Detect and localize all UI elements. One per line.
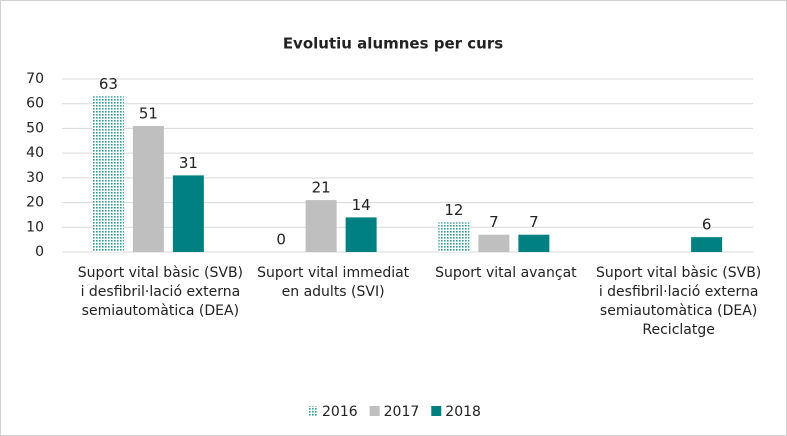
y-tick-label: 40 (26, 145, 44, 161)
bar (345, 217, 377, 252)
legend-swatch (431, 406, 442, 416)
bar (92, 96, 124, 252)
bar (172, 175, 204, 252)
bar (518, 234, 550, 252)
data-label: 51 (139, 104, 158, 122)
legend-label: 2018 (445, 404, 481, 420)
x-tick-label: Suport vital bàsic (SVB) i desfibril·lac… (77, 265, 244, 319)
data-label: 0 (276, 231, 286, 249)
y-tick-label: 60 (26, 96, 44, 112)
bar (305, 200, 337, 252)
data-label: 14 (352, 196, 371, 214)
bar (691, 237, 723, 252)
x-tick-label: Suport vital immediat en adults (SVI) (257, 265, 410, 300)
legend-swatch (308, 406, 318, 416)
y-tick-label: 10 (26, 219, 44, 235)
y-tick-label: 70 (26, 71, 44, 87)
data-label: 7 (489, 213, 499, 231)
chart-title: Evolutiu alumnes per curs (283, 35, 503, 53)
legend-label: 2017 (384, 404, 420, 420)
bar (132, 125, 164, 252)
bar (438, 222, 470, 252)
data-label: 6 (702, 216, 712, 234)
y-tick-label: 20 (26, 195, 44, 211)
y-tick-label: 0 (35, 244, 44, 260)
x-tick-label: Suport vital bàsic (SVB) i desfibril·lac… (595, 265, 762, 338)
data-label: 31 (179, 154, 198, 172)
y-tick-label: 50 (26, 120, 44, 136)
data-label: 63 (99, 75, 118, 93)
legend-label: 2016 (322, 404, 358, 420)
data-label: 7 (529, 213, 539, 231)
legend-swatch (369, 406, 380, 416)
bar (478, 234, 510, 252)
data-label: 21 (312, 179, 331, 197)
y-tick-label: 30 (26, 170, 44, 186)
x-tick-label: Suport vital avançat (435, 265, 577, 281)
data-label: 12 (444, 201, 463, 219)
